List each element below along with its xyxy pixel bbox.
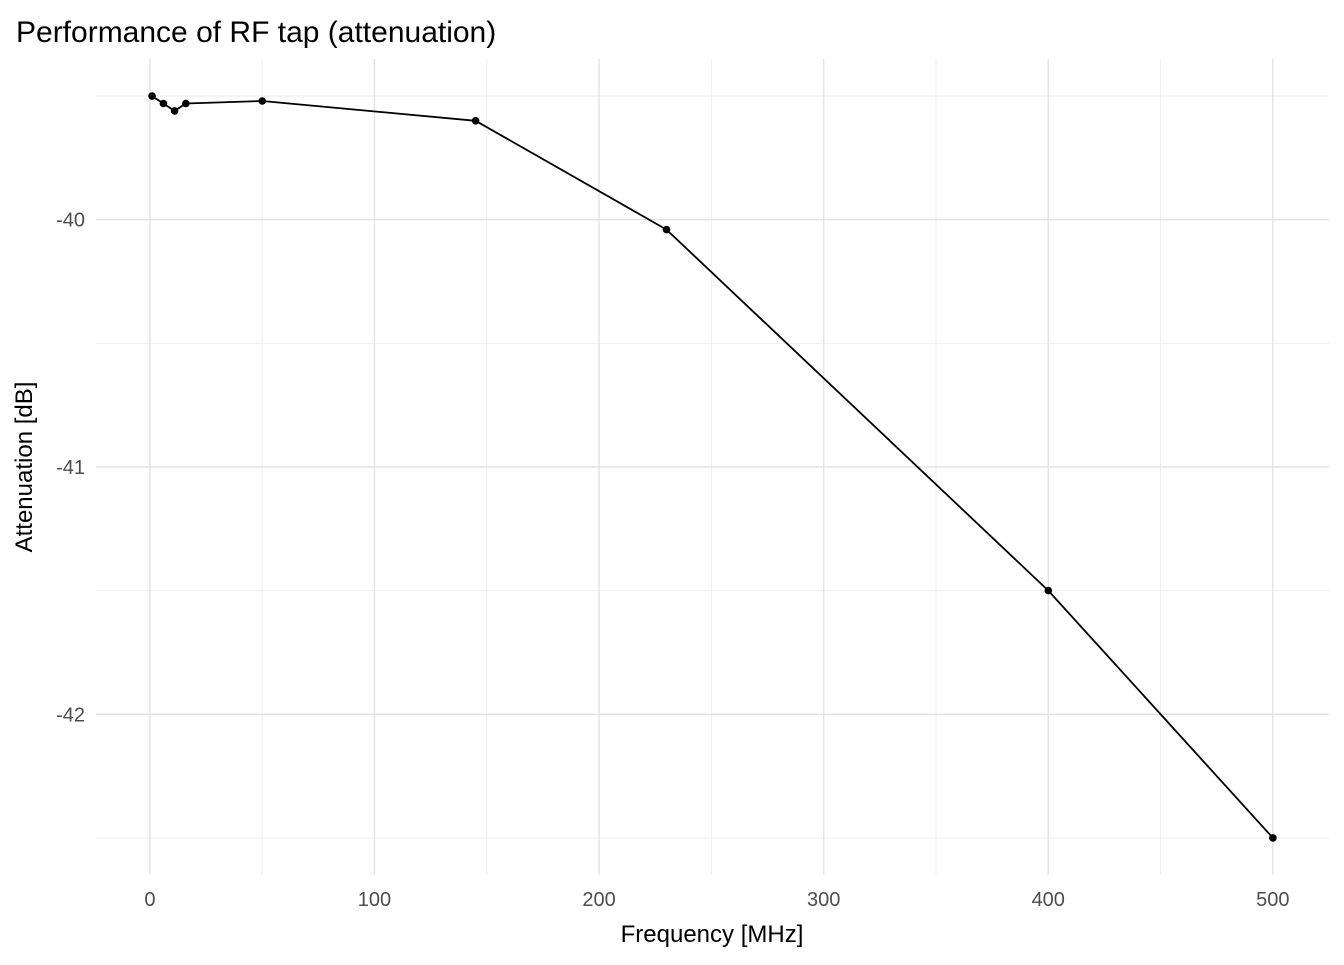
x-tick-label: 400 — [1032, 889, 1065, 911]
data-point — [1269, 834, 1277, 842]
chart-title: Performance of RF tap (attenuation) — [16, 16, 496, 49]
y-tick-labels: -40 -41 -42 — [56, 210, 85, 727]
data-point — [170, 107, 179, 115]
y-tick-label: -42 — [56, 704, 85, 726]
data-series — [148, 92, 1277, 842]
data-point — [159, 99, 168, 108]
x-tick-labels: 0 100 200 300 400 500 — [144, 889, 1289, 911]
data-point — [662, 225, 671, 234]
x-tick-label: 300 — [807, 889, 840, 911]
x-axis-title: Frequency [MHz] — [621, 921, 804, 948]
x-tick-label: 200 — [582, 889, 615, 911]
y-tick-label: -40 — [56, 210, 85, 232]
y-axis-title: Attenuation [dB] — [11, 382, 38, 553]
x-tick-label: 500 — [1256, 889, 1289, 911]
data-point — [471, 117, 480, 125]
data-point — [258, 97, 267, 105]
data-point — [1044, 586, 1053, 595]
gridlines-major — [96, 59, 1329, 875]
data-point — [182, 99, 190, 108]
data-point — [148, 92, 156, 100]
x-tick-label: 100 — [358, 889, 391, 911]
y-tick-label: -41 — [56, 457, 85, 479]
x-tick-label: 0 — [144, 889, 155, 911]
